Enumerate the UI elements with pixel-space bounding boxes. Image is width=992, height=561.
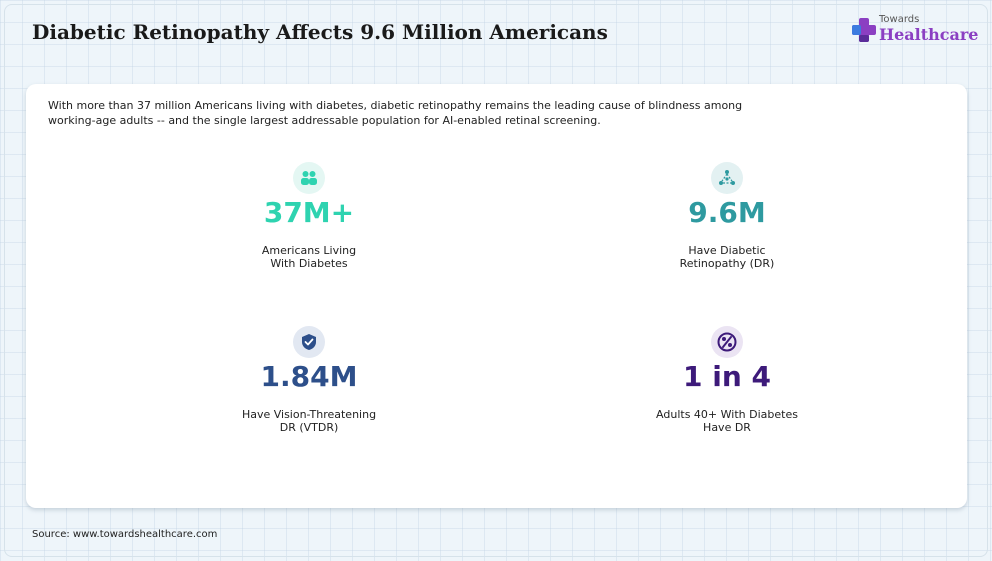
intro-text: With more than 37 million Americans livi… [48, 99, 743, 127]
stat-dr: 9.6M Have Diabetic Retinopathy (DR) [597, 162, 857, 270]
people-icon [293, 162, 325, 194]
stat-label: Adults 40+ With Diabetes Have DR [656, 408, 798, 434]
logo-text-top: Towards [879, 14, 920, 25]
stat-value: 1.84M [260, 360, 358, 393]
page-frame [4, 4, 988, 557]
stat-label: Have Diabetic Retinopathy (DR) [679, 244, 775, 270]
cross-logo-icon [852, 18, 876, 42]
shield-check-icon [293, 326, 325, 358]
stat-ratio: 1 in 4 Adults 40+ With Diabetes Have DR [597, 326, 857, 434]
page-title: Diabetic Retinopathy Affects 9.6 Million… [32, 20, 608, 44]
brand-logo[interactable]: Towards Healthcare [850, 14, 978, 48]
stat-label: Americans Living With Diabetes [261, 244, 357, 270]
stats-card: With more than 37 million Americans livi… [26, 84, 967, 508]
stat-label: Have Vision-Threatening DR (VTDR) [241, 408, 377, 434]
eye-network-icon [711, 162, 743, 194]
stat-value: 1 in 4 [683, 360, 771, 393]
percent-badge-icon [711, 326, 743, 358]
logo-text-main: Healthcare [879, 25, 979, 44]
stat-vtdr: 1.84M Have Vision-Threatening DR (VTDR) [179, 326, 439, 434]
source-note: Source: www.towardshealthcare.com [32, 529, 218, 540]
stat-value: 9.6M [688, 196, 766, 229]
stat-diabetes: 37M+ Americans Living With Diabetes [179, 162, 439, 270]
stat-value: 37M+ [263, 196, 355, 229]
